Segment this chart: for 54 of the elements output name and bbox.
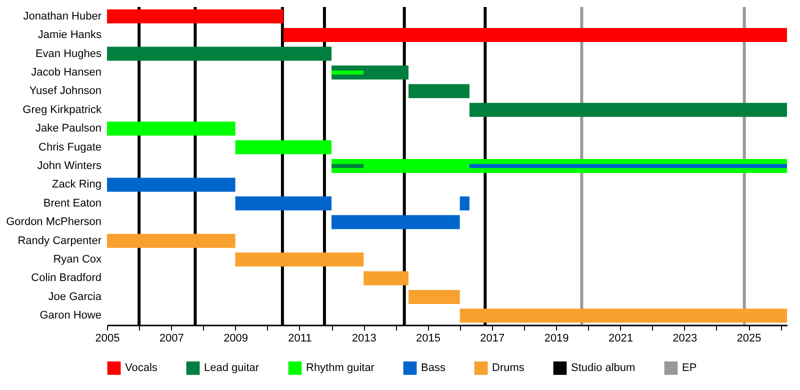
x-tick-label: 2017 bbox=[480, 332, 505, 344]
bar bbox=[460, 308, 787, 323]
y-tick-label: Colin Bradford bbox=[31, 272, 102, 284]
y-tick-label: Yusef Johnson bbox=[29, 85, 102, 98]
x-tick-label: 2011 bbox=[288, 332, 312, 344]
y-tick-label: Joe Garcia bbox=[48, 290, 102, 303]
y-tick-label: Brent Eaton bbox=[43, 197, 102, 210]
x-tick-label: 2015 bbox=[416, 332, 440, 344]
y-tick-label: Evan Hughes bbox=[35, 48, 102, 60]
bar bbox=[107, 178, 236, 192]
y-tick-label: Jacob Hansen bbox=[31, 66, 102, 78]
bar bbox=[283, 28, 787, 42]
y-tick-label: Garon Howe bbox=[40, 310, 102, 322]
x-tick-label: 2009 bbox=[224, 332, 248, 344]
bar bbox=[332, 70, 364, 74]
y-tick-label: Jake Paulson bbox=[35, 122, 102, 135]
legend-label: Bass bbox=[421, 362, 446, 374]
x-tick-label: 2019 bbox=[544, 332, 569, 344]
y-tick-label: Greg Kirkpatrick bbox=[22, 104, 102, 116]
bar bbox=[107, 46, 332, 61]
bar bbox=[469, 164, 787, 168]
bar bbox=[107, 122, 236, 136]
legend-label: Drums bbox=[492, 362, 525, 374]
x-tick-label: 2025 bbox=[736, 332, 762, 344]
x-tick-label: 2013 bbox=[352, 332, 376, 344]
bar bbox=[332, 215, 460, 230]
legend-label: Rhythm guitar bbox=[306, 362, 375, 374]
legend-label: EP bbox=[682, 362, 697, 374]
y-tick-label: Ryan Cox bbox=[53, 254, 102, 266]
bar bbox=[460, 196, 470, 210]
y-tick-label: Zack Ring bbox=[52, 178, 102, 191]
bar bbox=[235, 252, 364, 267]
x-tick-label: 2023 bbox=[672, 332, 698, 344]
bar bbox=[364, 271, 409, 286]
y-tick-label: Jonathan Huber bbox=[23, 10, 102, 22]
x-tick-label: 2021 bbox=[608, 332, 633, 344]
y-tick-label: Randy Carpenter bbox=[18, 234, 102, 247]
y-tick-label: Gordon McPherson bbox=[6, 216, 102, 228]
bar bbox=[107, 9, 284, 24]
y-tick-label: Jamie Hanks bbox=[38, 29, 102, 42]
legend-label: Studio album bbox=[571, 362, 636, 374]
y-tick-label: John Winters bbox=[37, 160, 102, 172]
bar bbox=[235, 140, 332, 154]
y-tick-label: Chris Fugate bbox=[38, 141, 102, 154]
x-tick-label: 2007 bbox=[159, 332, 184, 344]
bar bbox=[408, 290, 460, 304]
x-tick-label: 2005 bbox=[95, 332, 120, 344]
legend-label: Lead guitar bbox=[204, 362, 260, 374]
bar bbox=[332, 164, 364, 168]
bar bbox=[235, 196, 332, 210]
bar bbox=[469, 102, 787, 117]
bar bbox=[107, 234, 236, 248]
legend-label: Vocals bbox=[125, 362, 158, 374]
bar bbox=[408, 84, 470, 98]
